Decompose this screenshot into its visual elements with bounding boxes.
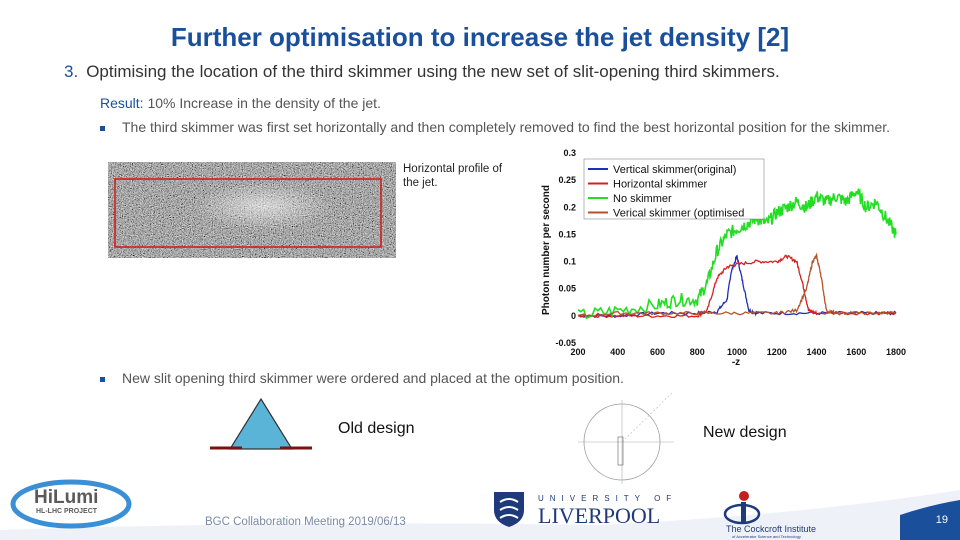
x-axis-label: -z <box>732 357 740 368</box>
page-number: 19 <box>935 514 948 526</box>
liverpool-name-text: LIVERPOOL <box>538 503 661 528</box>
chart-legend: Vertical skimmer(original) Horizontal ski… <box>583 158 765 220</box>
liverpool-top-text: UNIVERSITY OF <box>538 494 678 503</box>
bullet-marker-icon <box>100 376 105 382</box>
selection-rectangle <box>114 178 382 248</box>
legend-entry: Verical skimmer (optimised <box>613 208 744 220</box>
bullet-1: The third skimmer was first set horizont… <box>100 118 920 136</box>
result-line: Result: 10% Increase in the density of t… <box>100 95 381 111</box>
bullet-marker-icon <box>100 125 105 131</box>
series-line-4 <box>577 252 897 317</box>
liverpool-logo: UNIVERSITY OF LIVERPOOL <box>492 490 692 530</box>
cockcroft-subtext: of Accelerator Science and Technology <box>732 534 801 539</box>
old-design-label: Old design <box>338 420 415 437</box>
x-tick-label: 1200 <box>767 347 787 357</box>
cockcroft-text: The Cockcroft Institute <box>726 524 817 534</box>
x-tick-label: 800 <box>690 347 705 357</box>
page-title: Further optimisation to increase the jet… <box>170 22 790 52</box>
hilumi-logo: HiLumi HL-LHC PROJECT <box>10 478 132 530</box>
y-tick-label: 0.3 <box>563 148 576 158</box>
result-text: 10% Increase in the density of the jet. <box>147 95 381 111</box>
bullet-2-text: New slit opening third skimmer were orde… <box>122 370 624 386</box>
numbered-point: 3. Optimising the location of the third s… <box>64 62 780 82</box>
x-tick-label: 1600 <box>846 347 866 357</box>
series-line-2 <box>577 254 897 319</box>
photon-chart: -0.05 0 0.05 0.1 0.15 0.2 0.25 0.3 200 400 600 800… <box>541 148 906 368</box>
legend-box <box>583 158 765 220</box>
hilumi-logo-subtext: HL-LHC PROJECT <box>36 508 98 515</box>
y-tick-label: 0.05 <box>558 284 576 294</box>
point-number: 3. <box>64 62 79 81</box>
y-tick-label: -0.05 <box>555 338 576 348</box>
new-design-label: New design <box>703 424 787 441</box>
legend-entry: No skimmer <box>613 193 672 205</box>
result-label: Result: <box>100 95 144 111</box>
new-design-drawing-icon <box>578 391 674 484</box>
y-tick-label: 0.25 <box>558 175 576 185</box>
jet-profile-image <box>108 162 396 258</box>
y-axis-label: Photon number per second <box>541 185 552 315</box>
y-tick-label: 0.1 <box>563 257 576 267</box>
cockcroft-emblem-icon <box>723 491 761 525</box>
series-line-3 <box>577 188 897 320</box>
x-tick-label: 1400 <box>806 347 826 357</box>
cockcroft-logo: The Cockcroft Institute of Accelerator S… <box>722 490 842 539</box>
liverpool-shield-icon <box>494 492 524 527</box>
y-tick-label: 0.15 <box>558 229 576 239</box>
y-tick-label: 0.2 <box>563 202 576 212</box>
legend-entry: Vertical skimmer(original) <box>613 164 736 176</box>
x-tick-label: 1000 <box>727 347 747 357</box>
x-tick-label: 600 <box>650 347 665 357</box>
x-tick-label: 1800 <box>886 347 906 357</box>
series-line-1 <box>577 254 897 318</box>
point-text: Optimising the location of the third ski… <box>86 62 780 81</box>
old-design-triangle-icon <box>210 397 312 450</box>
y-tick-label: 0 <box>571 311 576 321</box>
hilumi-logo-text: HiLumi <box>34 487 99 508</box>
footer-wave <box>0 490 960 540</box>
profile-label: Horizontal profile of the jet. <box>403 163 503 189</box>
bullet-2: New slit opening third skimmer were orde… <box>100 369 920 387</box>
x-tick-label: 400 <box>610 347 625 357</box>
bullet-1-text: The third skimmer was first set horizont… <box>122 119 891 135</box>
legend-entry: Horizontal skimmer <box>613 179 707 191</box>
x-tick-label: 200 <box>570 347 585 357</box>
footer-text: BGC Collaboration Meeting 2019/06/13 <box>205 516 406 528</box>
